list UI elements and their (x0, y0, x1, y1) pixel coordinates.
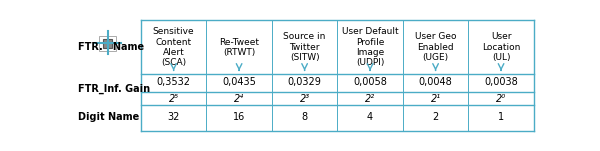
Text: Sensitive
Content
Alert
(SCA): Sensitive Content Alert (SCA) (153, 27, 194, 67)
Text: 2²: 2² (365, 94, 375, 104)
Text: 0,0435: 0,0435 (222, 77, 256, 87)
Text: 2⁴: 2⁴ (234, 94, 244, 104)
Text: FTR_Inf. Gain: FTR_Inf. Gain (78, 84, 150, 94)
Text: 2¹: 2¹ (431, 94, 440, 104)
Text: 0,0038: 0,0038 (484, 77, 518, 87)
Text: 8: 8 (302, 112, 308, 122)
Text: 1: 1 (498, 112, 504, 122)
Text: 0,0048: 0,0048 (419, 77, 452, 87)
Text: 2³: 2³ (299, 94, 310, 104)
FancyBboxPatch shape (103, 39, 112, 48)
Text: 2: 2 (433, 112, 439, 122)
Text: 32: 32 (167, 112, 180, 122)
Text: Re-Tweet
(RTWT): Re-Tweet (RTWT) (219, 38, 259, 57)
Text: 0,3532: 0,3532 (157, 77, 191, 87)
Text: Digit Name: Digit Name (78, 112, 139, 122)
Text: Source in
Twitter
(SITW): Source in Twitter (SITW) (283, 32, 326, 62)
Text: 2⁰: 2⁰ (496, 94, 506, 104)
Text: 0,0329: 0,0329 (287, 77, 322, 87)
Text: User Default
Profile
Image
(UDPI): User Default Profile Image (UDPI) (342, 27, 398, 67)
Text: 0,0058: 0,0058 (353, 77, 387, 87)
Text: 2⁵: 2⁵ (169, 94, 179, 104)
Text: 16: 16 (233, 112, 245, 122)
Text: 4: 4 (367, 112, 373, 122)
FancyBboxPatch shape (99, 36, 116, 51)
Text: User
Location
(UL): User Location (UL) (482, 32, 520, 62)
Text: User Geo
Enabled
(UGE): User Geo Enabled (UGE) (415, 32, 457, 62)
Text: FTR.   Name: FTR. Name (78, 42, 144, 52)
